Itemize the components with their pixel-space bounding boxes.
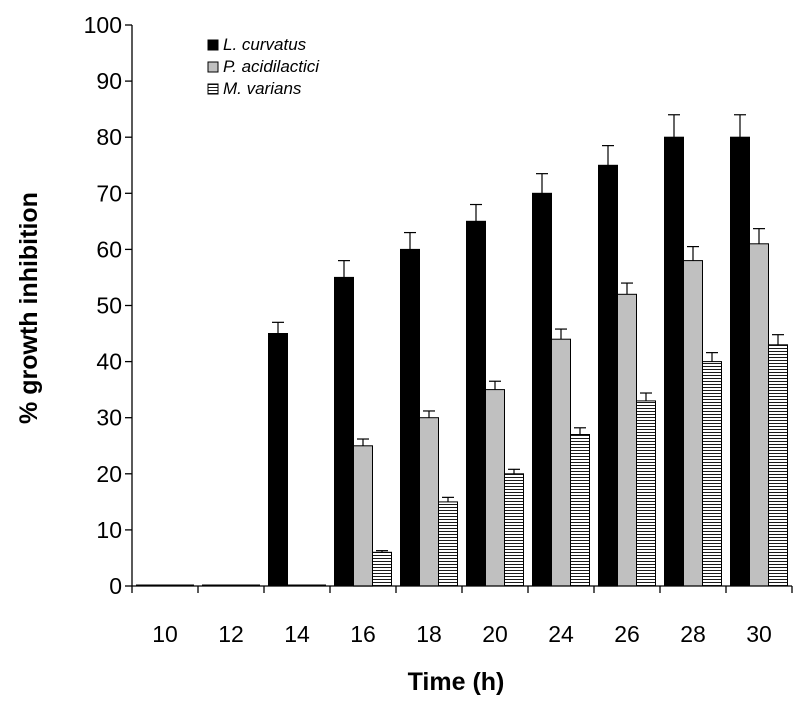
legend-swatch bbox=[207, 83, 219, 95]
legend-label: L. curvatus bbox=[223, 35, 307, 54]
y-tick-label: 70 bbox=[96, 180, 122, 206]
y-axis-title: % growth inhibition bbox=[15, 192, 43, 424]
bar bbox=[749, 243, 769, 587]
bar bbox=[504, 473, 524, 587]
x-tick-label: 12 bbox=[218, 621, 244, 647]
y-tick-label: 60 bbox=[96, 236, 122, 262]
x-tick-label: 14 bbox=[284, 621, 310, 647]
x-tick-label: 28 bbox=[680, 621, 706, 647]
bar bbox=[636, 400, 656, 587]
x-tick-label: 20 bbox=[482, 621, 508, 647]
x-tick-label: 30 bbox=[746, 621, 772, 647]
bar bbox=[570, 434, 590, 587]
bar bbox=[730, 136, 750, 587]
legend-swatch bbox=[207, 61, 219, 73]
y-tick-label: 100 bbox=[84, 12, 122, 38]
y-tick-label: 90 bbox=[96, 68, 122, 94]
legend-label: P. acidilactici bbox=[223, 57, 320, 76]
y-tick-label: 0 bbox=[109, 573, 122, 599]
x-axis-title: Time (h) bbox=[408, 668, 505, 696]
bar bbox=[466, 220, 486, 587]
bar bbox=[551, 338, 571, 587]
y-tick-label: 10 bbox=[96, 517, 122, 543]
x-tick-label: 18 bbox=[416, 621, 442, 647]
x-tick-label: 26 bbox=[614, 621, 640, 647]
axes-layer bbox=[125, 24, 793, 593]
bar bbox=[334, 276, 354, 587]
bars-layer bbox=[136, 136, 788, 587]
bar bbox=[400, 248, 420, 587]
y-tick-label: 30 bbox=[96, 405, 122, 431]
bar bbox=[598, 164, 618, 587]
bar bbox=[768, 344, 788, 587]
bar bbox=[617, 293, 637, 587]
legend: L. curvatus P. acidilactici M. varians bbox=[207, 35, 320, 98]
bar bbox=[702, 361, 722, 587]
legend-label: M. varians bbox=[223, 79, 302, 98]
bar bbox=[372, 551, 392, 587]
bar bbox=[683, 260, 703, 587]
bar bbox=[532, 192, 552, 587]
x-tick-label: 16 bbox=[350, 621, 376, 647]
y-tick-label: 20 bbox=[96, 461, 122, 487]
bar bbox=[353, 445, 373, 587]
bar bbox=[485, 389, 505, 587]
bar bbox=[268, 333, 288, 587]
y-tick-label: 40 bbox=[96, 349, 122, 375]
y-tick-label: 50 bbox=[96, 293, 122, 319]
x-tick-label: 10 bbox=[152, 621, 178, 647]
bar bbox=[438, 501, 458, 587]
bar bbox=[664, 136, 684, 587]
tick-labels-layer: 0 10 20 30 40 50 60 70 80 90 100 10 12 14 16 18 20 24 26 28… bbox=[84, 12, 772, 647]
bar bbox=[419, 417, 439, 587]
x-tick-label: 24 bbox=[548, 621, 574, 647]
error-bars-layer bbox=[272, 114, 784, 553]
legend-swatch bbox=[207, 39, 219, 51]
y-tick-label: 80 bbox=[96, 124, 122, 150]
